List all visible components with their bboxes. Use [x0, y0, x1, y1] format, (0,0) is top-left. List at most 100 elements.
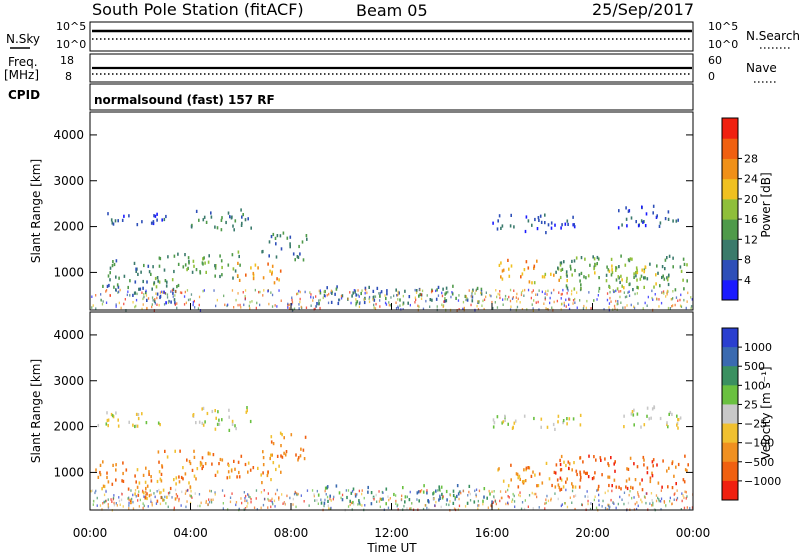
velocity-echo-cell — [631, 496, 633, 500]
velocity-echo-cell — [145, 421, 148, 425]
power-echo-cell — [644, 301, 646, 305]
power-echo-cell — [395, 288, 397, 292]
velocity-echo-cell — [218, 418, 220, 422]
velocity-echo-cell — [595, 506, 598, 510]
velocity-echo-cell — [680, 508, 682, 511]
velocity-echo-cell — [676, 414, 678, 418]
velocity-echo-cell — [683, 506, 686, 510]
power-echo-cell — [219, 254, 221, 258]
velocity-echo-cell — [167, 505, 169, 509]
velocity-echo-cell — [115, 411, 117, 415]
power-echo-cell — [627, 258, 630, 262]
velocity-echo-cell — [132, 493, 134, 497]
velocity-echo-cell — [136, 485, 139, 489]
velocity-echo-cell — [511, 500, 513, 503]
velocity-echo-cell — [142, 506, 144, 510]
velocity-echo-cell — [682, 494, 684, 497]
power-echo-cell — [485, 295, 487, 299]
power-echo-cell — [163, 268, 166, 272]
power-echo-cell — [485, 291, 487, 294]
power-echo-cell — [373, 298, 376, 302]
velocity-echo-cell — [92, 503, 94, 506]
velocity-echo-cell — [574, 494, 577, 497]
power-echo-cell — [262, 294, 264, 297]
power-echo-cell — [273, 281, 276, 285]
cpid-panel — [89, 83, 694, 111]
power-echo-cell — [556, 299, 558, 303]
velocity-echo-cell — [278, 498, 280, 501]
velocity-echo-cell — [138, 490, 140, 493]
power-echo-cell — [252, 271, 255, 276]
power-echo-cell — [683, 262, 686, 266]
power-echo-cell — [397, 305, 399, 309]
date-title: 25/Sep/2017 — [592, 0, 694, 19]
velocity-echo-cell — [143, 491, 145, 495]
velocity-echo-cell — [176, 494, 179, 498]
power-echo-cell — [663, 277, 666, 281]
velocity-echo-cell — [128, 498, 130, 502]
velocity-echo-cell — [419, 490, 421, 493]
velocity-echo-cell — [651, 504, 653, 507]
velocity-echo-cell — [113, 501, 115, 505]
velocity-echo-cell — [642, 455, 645, 460]
velocity-echo-cell — [452, 493, 455, 498]
velocity-echo-cell — [153, 492, 155, 495]
power-echo-cell — [494, 301, 496, 304]
power-echo-cell — [498, 214, 501, 218]
power-echo-cell — [500, 275, 502, 279]
power-echo-cell — [596, 255, 599, 260]
velocity-echo-cell — [557, 497, 559, 501]
velocity-echo-cell — [489, 492, 491, 496]
velocity-echo-cell — [157, 450, 160, 454]
velocity-echo-cell — [586, 490, 588, 493]
power-echo-cell — [162, 291, 164, 294]
velocity-echo-cell — [112, 496, 115, 500]
power-echo-cell — [615, 299, 617, 303]
power-echo-cell — [617, 226, 620, 230]
power-echo-cell — [573, 223, 575, 227]
power-echo-cell — [510, 305, 512, 308]
velocity-echo-cell — [587, 495, 589, 498]
velocity-echo-cell — [121, 493, 123, 496]
velocity-echo-cell — [202, 423, 205, 427]
velocity-echo-cell — [426, 489, 428, 492]
velocity-echo-cell — [433, 497, 435, 500]
velocity-echo-cell — [651, 474, 654, 478]
power-echo-cell — [686, 300, 688, 303]
velocity-echo-cell — [247, 502, 249, 505]
velocity-echo-cell — [588, 454, 590, 458]
power-echo-cell — [626, 304, 628, 307]
power-echo-cell — [613, 304, 616, 308]
velocity-echo-cell — [160, 491, 162, 494]
power-echo-cell — [626, 224, 628, 228]
power-echo-cell — [587, 274, 590, 278]
power-echo-cell — [580, 256, 583, 260]
power-echo-cell — [652, 204, 655, 208]
power-echo-cell — [219, 274, 221, 279]
velocity-echo-cell — [639, 482, 641, 486]
power-echo-cell — [271, 270, 273, 274]
power-echo-cell — [435, 297, 438, 301]
power-echo-cell — [204, 261, 206, 265]
velocity-echo-cell — [231, 419, 234, 423]
velocity-echo-cell — [671, 486, 674, 490]
velocity-echo-cell — [676, 496, 679, 500]
power-echo-cell — [151, 287, 153, 291]
power-echo-cell — [242, 213, 244, 217]
velocity-echo-cell — [128, 501, 130, 505]
velocity-echo-cell — [682, 478, 685, 482]
power-echo-cell — [229, 215, 231, 219]
power-echo-cell — [113, 262, 116, 267]
power-echo-cell — [578, 273, 581, 277]
velocity-echo-cell — [613, 478, 616, 482]
power-echo-cell — [275, 255, 278, 259]
power-echo-cell — [621, 284, 623, 288]
velocity-ytick-label: 2000 — [53, 420, 84, 434]
power-echo-cell — [642, 307, 644, 310]
power-echo-cell — [445, 291, 448, 295]
power-echo-cell — [641, 268, 643, 272]
velocity-echo-cell — [579, 423, 582, 427]
velocity-echo-cell — [145, 493, 147, 497]
velocity-echo-cell — [208, 500, 211, 504]
power-echo-cell — [247, 217, 249, 221]
